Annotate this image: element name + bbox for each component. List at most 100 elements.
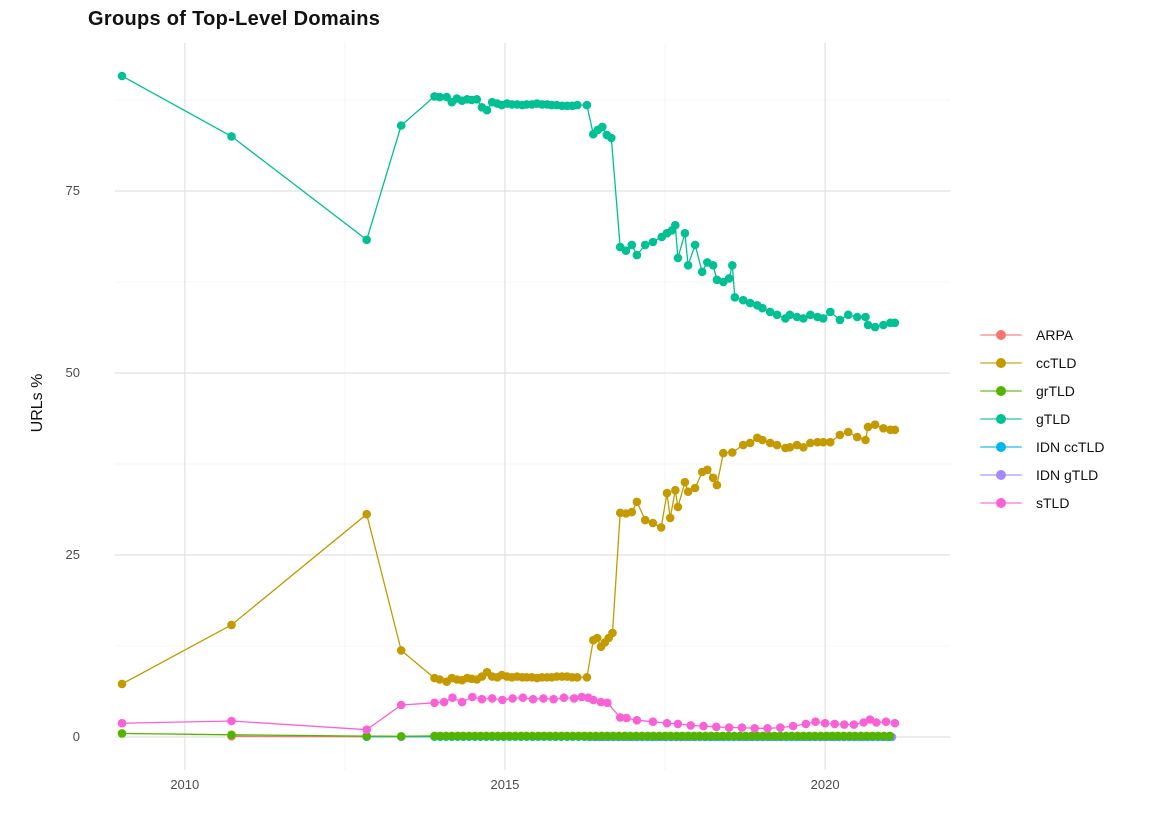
data-point <box>430 698 439 708</box>
data-point <box>719 448 728 458</box>
data-point <box>227 730 236 740</box>
x-tick-label: 2015 <box>490 777 520 792</box>
data-point <box>632 497 642 507</box>
data-point <box>738 295 748 305</box>
data-point <box>396 121 406 130</box>
data-point <box>472 95 482 104</box>
data-point <box>763 724 772 733</box>
data-point <box>859 718 868 727</box>
legend-item-gTLD: gTLD <box>980 409 1104 429</box>
data-point <box>457 697 467 707</box>
data-point <box>582 673 592 682</box>
data-point <box>799 314 808 323</box>
data-point <box>708 473 718 483</box>
data-point <box>362 725 371 734</box>
data-point <box>870 322 880 332</box>
data-point <box>728 261 737 270</box>
data-point <box>843 427 853 437</box>
data-point <box>396 700 406 710</box>
data-point <box>703 465 712 475</box>
data-point <box>648 717 658 726</box>
data-point <box>724 274 734 283</box>
data-point <box>881 717 891 726</box>
data-point <box>849 720 859 729</box>
data-point <box>890 425 900 435</box>
data-point <box>712 722 721 732</box>
data-point <box>712 480 722 490</box>
data-point <box>830 719 839 729</box>
data-point <box>577 692 587 702</box>
data-point <box>227 620 236 630</box>
data-point <box>765 438 775 448</box>
data-point <box>117 729 127 738</box>
data-point <box>569 694 579 703</box>
data-point <box>885 731 895 741</box>
data-point <box>589 695 598 705</box>
y-tick-label: 75 <box>65 183 80 198</box>
data-point <box>396 732 406 741</box>
data-point <box>690 240 700 250</box>
data-point <box>632 716 642 725</box>
data-point <box>435 675 445 684</box>
legend-key-icon <box>980 409 1022 429</box>
data-point <box>745 298 755 308</box>
data-point <box>518 693 528 702</box>
data-point <box>745 438 755 448</box>
legend-item-ccTLD: ccTLD <box>980 353 1104 373</box>
legend-item-ARPA: ARPA <box>980 325 1104 345</box>
data-point <box>737 723 747 732</box>
data-point <box>683 261 693 270</box>
data-point <box>772 440 782 450</box>
data-point <box>362 235 371 245</box>
data-point <box>648 518 658 528</box>
data-point <box>840 720 849 729</box>
legend: ARPA ccTLD grTLD gTLD IDN ccTLD IDN gTLD sTLD <box>980 325 1104 521</box>
data-point <box>559 693 569 702</box>
data-point <box>750 724 759 733</box>
data-point <box>724 723 734 732</box>
y-tick-label: 50 <box>65 365 80 380</box>
data-point <box>776 723 785 732</box>
data-point <box>487 694 497 703</box>
data-point <box>608 628 617 638</box>
data-point <box>792 312 802 322</box>
data-point <box>826 437 835 447</box>
data-point <box>592 633 602 643</box>
data-point <box>477 694 487 704</box>
legend-item-IDN-gTLD: IDN gTLD <box>980 465 1104 485</box>
data-point <box>708 261 718 270</box>
data-point <box>362 509 371 519</box>
x-tick-label: 2010 <box>170 777 200 792</box>
data-point <box>785 443 795 452</box>
data-point <box>627 507 637 517</box>
data-point <box>498 695 507 705</box>
data-point <box>573 100 582 110</box>
data-point <box>468 692 477 702</box>
legend-key-icon <box>980 437 1022 457</box>
data-point <box>686 721 695 730</box>
data-point <box>835 430 845 440</box>
data-point <box>615 713 625 722</box>
data-point <box>863 422 873 432</box>
legend-key-icon <box>980 353 1022 373</box>
data-point <box>818 314 828 323</box>
data-point <box>680 228 690 238</box>
legend-label: grTLD <box>1036 383 1075 399</box>
legend-key-icon <box>980 325 1022 345</box>
data-point <box>852 432 862 442</box>
legend-key-icon <box>980 381 1022 401</box>
legend-key-icon <box>980 465 1022 485</box>
data-point <box>818 437 828 447</box>
data-point <box>448 693 457 702</box>
data-point <box>673 253 683 263</box>
legend-label: IDN ccTLD <box>1036 439 1105 455</box>
data-point <box>539 694 548 703</box>
data-point <box>396 646 406 655</box>
data-point <box>730 293 740 302</box>
data-point <box>482 105 492 115</box>
data-point <box>861 312 870 322</box>
data-point <box>640 515 650 525</box>
data-point <box>765 307 775 317</box>
data-point <box>758 303 767 313</box>
data-point <box>785 310 795 320</box>
